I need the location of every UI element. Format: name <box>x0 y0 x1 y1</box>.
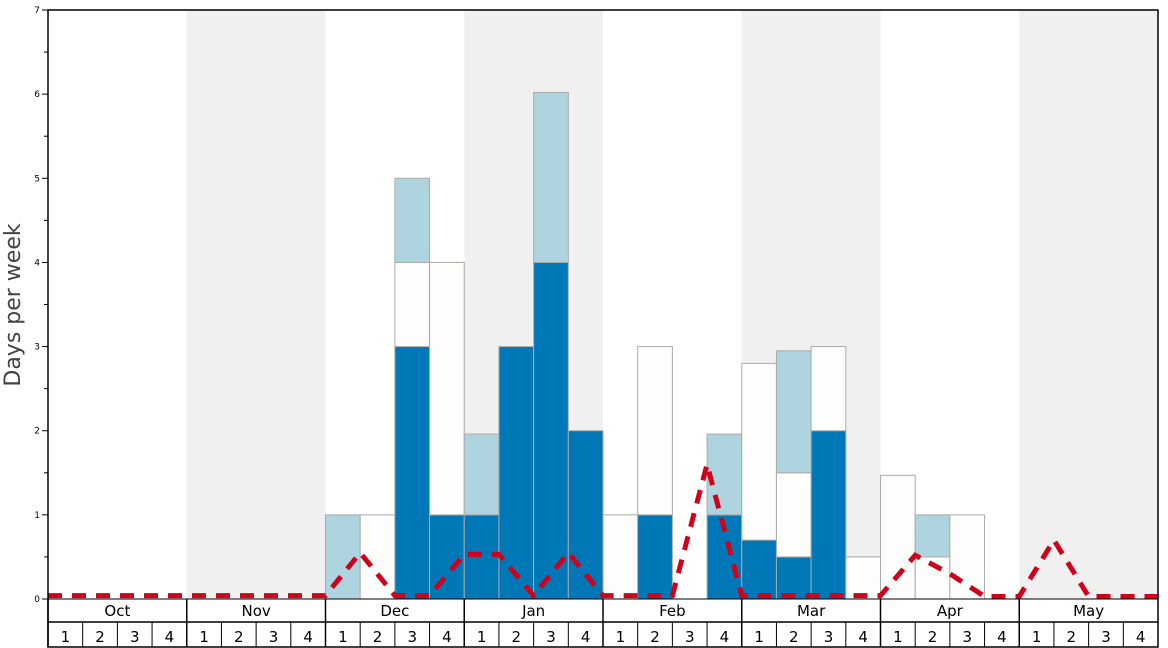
y-tick-label: 0 <box>34 595 40 605</box>
month-band <box>186 10 326 599</box>
week-label: 4 <box>1136 628 1146 646</box>
week-label: 2 <box>650 628 660 646</box>
week-label: 4 <box>997 628 1007 646</box>
week-label: 4 <box>165 628 175 646</box>
week-label: 3 <box>269 628 279 646</box>
bar-dark <box>567 430 604 600</box>
week-label: 1 <box>61 628 71 646</box>
week-label: 3 <box>130 628 140 646</box>
month-label: Dec <box>380 602 409 620</box>
week-label: 2 <box>95 628 105 646</box>
week-label: 2 <box>512 628 522 646</box>
y-tick-label: 2 <box>34 427 40 437</box>
week-label: 2 <box>789 628 799 646</box>
month-label: Jan <box>521 602 545 620</box>
bar-dark <box>463 514 500 600</box>
week-label: 4 <box>720 628 730 646</box>
bar-light <box>706 433 743 516</box>
bar-light <box>463 433 500 516</box>
month-label: Mar <box>797 602 826 620</box>
week-label: 3 <box>685 628 695 646</box>
bar-white <box>741 362 777 541</box>
week-label: 3 <box>546 628 556 646</box>
week-label: 4 <box>581 628 591 646</box>
bar-dark <box>741 539 777 600</box>
bar-dark <box>533 261 569 600</box>
bar-dark <box>394 346 431 600</box>
bar-light <box>775 350 812 474</box>
bar-white <box>429 261 465 516</box>
week-label: 1 <box>338 628 348 646</box>
bar-dark <box>498 346 535 600</box>
bar-white <box>949 514 986 600</box>
bar-dark <box>810 430 847 600</box>
y-tick-label: 5 <box>34 174 40 184</box>
week-label: 2 <box>1067 628 1077 646</box>
bar-light <box>914 514 951 558</box>
week-label: 4 <box>442 628 452 646</box>
month-label: Oct <box>104 602 130 620</box>
week-label: 1 <box>616 628 626 646</box>
week-label: 2 <box>928 628 938 646</box>
bar-light <box>533 91 569 263</box>
week-label: 2 <box>373 628 383 646</box>
week-label: 1 <box>1032 628 1042 646</box>
bar-white <box>810 346 847 432</box>
bar-light <box>394 177 431 263</box>
bar-white <box>775 472 812 558</box>
y-tick-label: 7 <box>34 6 40 16</box>
week-label: 1 <box>754 628 764 646</box>
y-tick-label: 3 <box>34 343 40 353</box>
y-tick-label: 4 <box>34 258 40 268</box>
week-label: 3 <box>1101 628 1111 646</box>
bar-white <box>394 261 431 348</box>
week-label: 3 <box>407 628 417 646</box>
y-tick-label: 1 <box>34 511 40 521</box>
week-label: 1 <box>477 628 487 646</box>
month-label: Feb <box>659 602 686 620</box>
y-axis-label: Days per week <box>1 223 26 386</box>
week-label: 3 <box>824 628 834 646</box>
week-label: 3 <box>962 628 972 646</box>
y-tick-label: 6 <box>34 90 40 100</box>
month-label: Apr <box>937 602 964 620</box>
bar-white <box>845 556 881 600</box>
bar-dark <box>775 556 812 600</box>
week-label: 2 <box>234 628 244 646</box>
week-label: 1 <box>199 628 209 646</box>
dashed-line-series <box>48 454 1158 600</box>
week-label: 1 <box>893 628 903 646</box>
week-label: 4 <box>858 628 868 646</box>
bar-white <box>602 514 639 600</box>
bar-light <box>325 514 361 600</box>
week-label: 4 <box>303 628 313 646</box>
month-label: May <box>1073 602 1104 620</box>
bar-white <box>637 346 673 516</box>
bar-dark <box>637 514 673 600</box>
month-band <box>1019 10 1158 599</box>
bar-white <box>880 474 916 600</box>
month-label: Nov <box>241 602 270 620</box>
